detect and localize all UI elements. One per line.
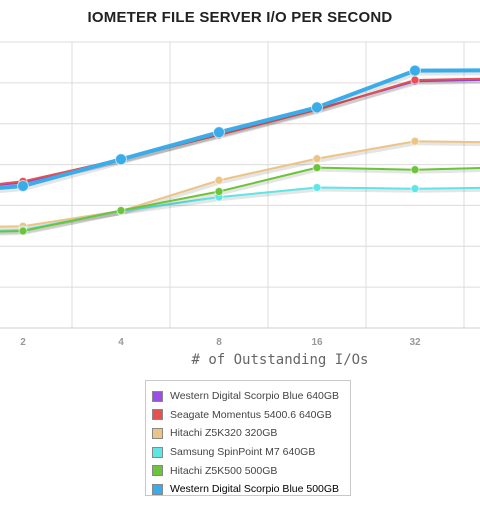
series-group <box>0 64 480 236</box>
data-point <box>410 165 420 175</box>
legend-swatch <box>152 446 163 458</box>
legend: Western Digital Scorpio Blue 640GB Seagat… <box>145 380 351 496</box>
data-point <box>410 136 420 146</box>
data-point <box>18 226 28 236</box>
legend-item[interactable]: Hitachi Z5K500 500GB <box>152 461 350 480</box>
legend-item[interactable]: Western Digital Scorpio Blue 500GB <box>152 480 350 499</box>
legend-swatch <box>152 427 163 439</box>
data-point <box>116 206 126 216</box>
data-point <box>312 154 322 164</box>
x-axis-label: # of Outstanding I/Os <box>191 352 369 368</box>
x-tick-labels: 2 4 8 16 32 <box>20 337 421 348</box>
legend-swatch <box>152 390 163 402</box>
legend-label: Hitachi Z5K320 320GB <box>170 427 278 440</box>
legend-item[interactable]: Seagate Momentus 5400.6 640GB <box>152 406 350 425</box>
x-tick-label: 2 <box>20 337 26 348</box>
data-point <box>312 163 322 173</box>
legend-label: Samsung SpinPoint M7 640GB <box>170 446 316 459</box>
data-point <box>312 182 322 192</box>
data-point <box>214 187 224 197</box>
legend-label: Seagate Momentus 5400.6 640GB <box>170 408 332 421</box>
legend-swatch <box>152 483 163 495</box>
x-tick-label: 32 <box>409 337 421 348</box>
series-4 <box>0 163 480 236</box>
series-5 <box>0 64 480 194</box>
data-point <box>17 180 29 193</box>
data-point <box>213 126 225 139</box>
legend-label: Western Digital Scorpio Blue 640GB <box>170 390 340 403</box>
legend-label: Western Digital Scorpio Blue 500GB <box>170 483 340 496</box>
legend-item[interactable]: Western Digital Scorpio Blue 640GB <box>152 387 350 406</box>
data-point <box>410 184 420 194</box>
data-point <box>311 101 323 114</box>
x-tick-label: 16 <box>311 337 323 348</box>
data-point <box>214 175 224 185</box>
chart-title: IOMETER FILE SERVER I/O PER SECOND <box>87 9 393 26</box>
legend-swatch <box>152 409 163 421</box>
legend-item[interactable]: Hitachi Z5K320 320GB <box>152 424 350 443</box>
data-point <box>115 153 127 166</box>
legend-label: Hitachi Z5K500 500GB <box>170 464 278 477</box>
data-point <box>409 64 421 77</box>
x-tick-label: 4 <box>118 337 124 348</box>
legend-item[interactable]: Samsung SpinPoint M7 640GB <box>152 443 350 462</box>
line-chart: 2 4 8 16 32 <box>0 41 480 348</box>
x-tick-label: 8 <box>216 337 222 348</box>
legend-swatch <box>152 465 163 477</box>
